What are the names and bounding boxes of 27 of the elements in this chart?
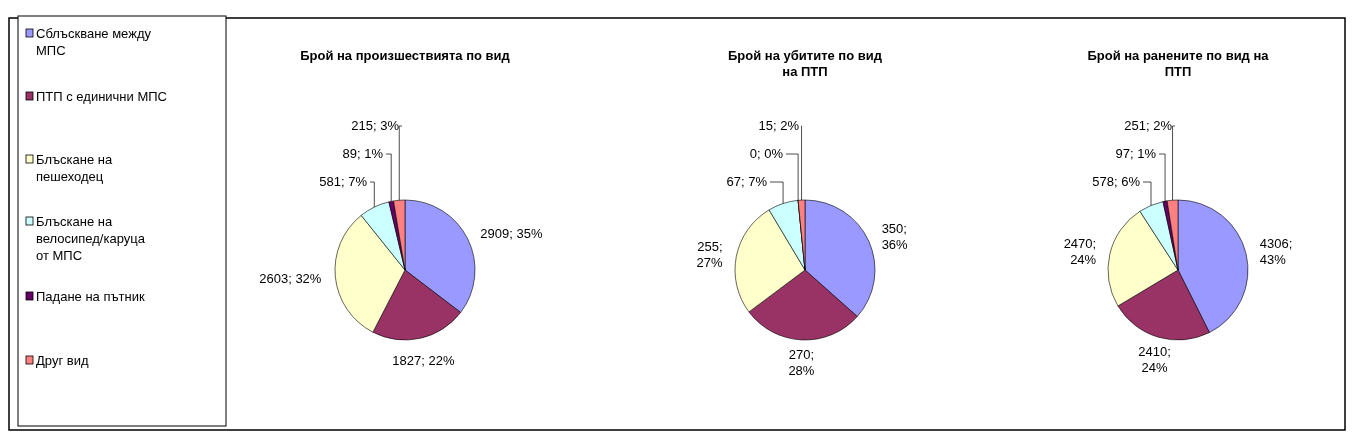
- data-label: 215; 3%: [351, 118, 400, 133]
- data-label: 251; 2%: [1124, 118, 1173, 133]
- data-label: 89; 1%: [342, 146, 384, 161]
- legend-label: Блъскане на пешеходец: [36, 152, 113, 184]
- legend-label: Сблъскване между МПС: [36, 26, 152, 58]
- data-label: 350; 36%: [881, 220, 909, 252]
- legend-label: Блъскане на велосипед/каруца от МПС: [36, 214, 146, 263]
- data-label: 2410; 24%: [1138, 343, 1171, 375]
- data-label: 97; 1%: [1115, 146, 1157, 161]
- data-label: 67; 7%: [726, 174, 768, 189]
- data-label: 2909; 35%: [480, 225, 543, 241]
- data-label: 4306; 43%: [1259, 235, 1293, 267]
- data-label: 1827; 22%: [392, 352, 455, 368]
- data-label: 270; 28%: [788, 346, 815, 378]
- data-label: 255; 27%: [696, 238, 724, 270]
- text: 0; 0%: [749, 146, 783, 161]
- data-label: 581; 7%: [319, 174, 368, 189]
- legend-label: Друг вид: [36, 353, 89, 368]
- data-label: 2470; 24%: [1063, 236, 1097, 268]
- data-label: 578; 6%: [1092, 174, 1141, 189]
- data-label: 2603; 32%: [259, 271, 322, 287]
- data-label: 15; 2%: [758, 118, 800, 133]
- chart-title: Брой на убитите по вид на ПТП: [728, 48, 883, 79]
- legend-label: ПТП с единични МПС: [36, 89, 167, 104]
- legend-label: Падане на пътник: [36, 289, 145, 304]
- chart-title: Брой на ранените по вид на ПТП: [1087, 48, 1270, 79]
- text: Брой на произшествията по вид: [300, 48, 511, 63]
